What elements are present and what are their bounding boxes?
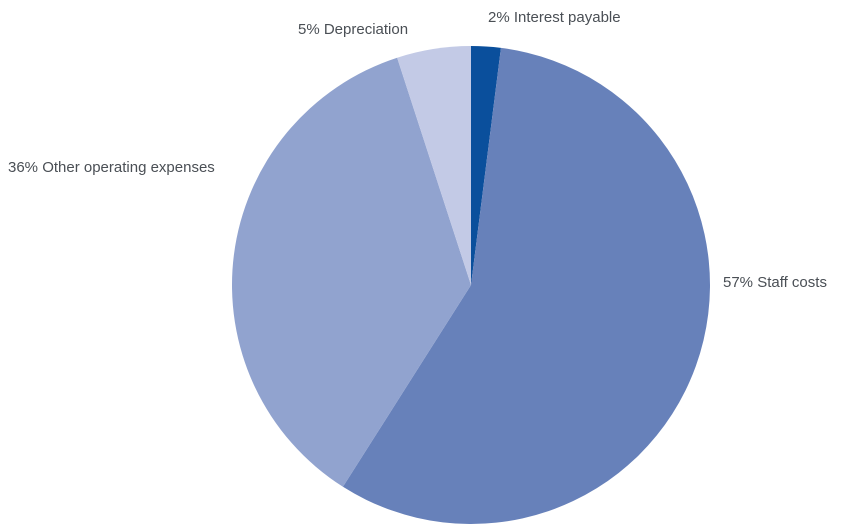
label-depreciation: 5% Depreciation bbox=[298, 21, 408, 38]
pie-slices bbox=[231, 46, 710, 524]
pie-slice-interest-payable bbox=[471, 46, 501, 285]
pie-slice-other-operating-expenses bbox=[231, 57, 471, 487]
pie-slice-staff-costs bbox=[342, 47, 710, 524]
label-staff-costs: 57% Staff costs bbox=[723, 274, 827, 291]
label-interest-payable: 2% Interest payable bbox=[488, 9, 621, 26]
pie-labels: 2% Interest payable 57% Staff costs 36% … bbox=[8, 9, 827, 291]
pie-slice-depreciation bbox=[397, 46, 471, 285]
label-other-operating-expenses: 36% Other operating expenses bbox=[8, 159, 215, 176]
